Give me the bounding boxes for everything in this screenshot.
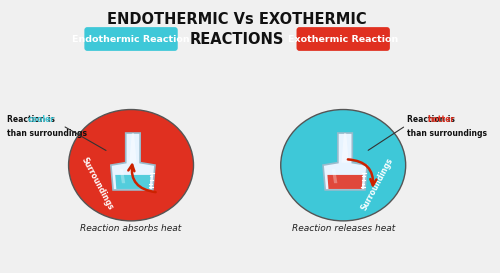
Text: than surroundings: than surroundings	[407, 129, 487, 138]
FancyBboxPatch shape	[296, 27, 390, 51]
Text: ENDOTHERMIC Vs EXOTHERMIC
REACTIONS: ENDOTHERMIC Vs EXOTHERMIC REACTIONS	[108, 12, 367, 47]
Text: Surroundings: Surroundings	[360, 156, 395, 212]
Ellipse shape	[280, 109, 406, 221]
Text: Reaction is: Reaction is	[7, 115, 58, 124]
Polygon shape	[115, 175, 150, 189]
Polygon shape	[111, 133, 155, 190]
Polygon shape	[120, 169, 125, 183]
Text: than surroundings: than surroundings	[7, 129, 87, 138]
Polygon shape	[332, 169, 338, 183]
Polygon shape	[130, 133, 136, 163]
Text: Reaction absorbs heat: Reaction absorbs heat	[80, 224, 182, 233]
Text: Reaction releases heat: Reaction releases heat	[292, 224, 395, 233]
Text: Reaction is: Reaction is	[407, 115, 458, 124]
Text: cooler: cooler	[28, 115, 54, 124]
Polygon shape	[328, 175, 363, 189]
Text: hotter: hotter	[428, 115, 454, 124]
Polygon shape	[342, 133, 348, 163]
FancyBboxPatch shape	[84, 27, 178, 51]
Text: Exothermic Reaction: Exothermic Reaction	[288, 34, 399, 43]
Ellipse shape	[68, 109, 194, 221]
Text: Surroundings: Surroundings	[80, 156, 115, 212]
Text: Endothermic Reaction: Endothermic Reaction	[72, 34, 190, 43]
Polygon shape	[323, 133, 367, 190]
